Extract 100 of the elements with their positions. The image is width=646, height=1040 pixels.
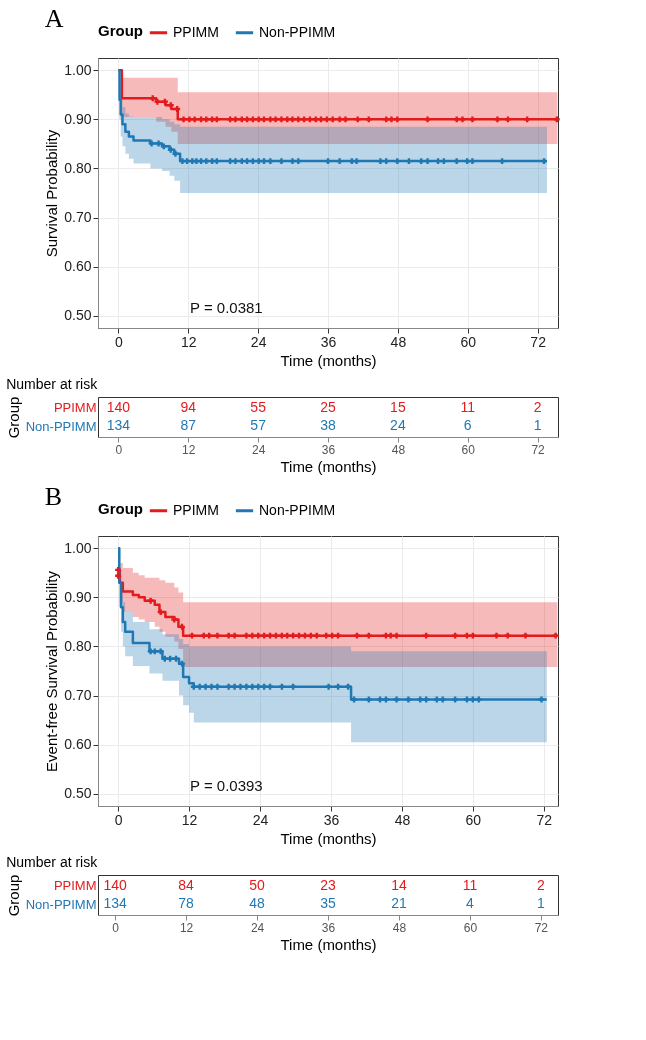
point <box>522 632 529 639</box>
point <box>290 632 297 639</box>
x-tick-label: 24 <box>250 333 267 350</box>
y-tick-label: 0.60 <box>64 258 92 275</box>
point <box>475 696 482 703</box>
data-label: 50 <box>249 876 266 893</box>
point <box>318 116 324 123</box>
point <box>237 683 244 690</box>
point <box>267 683 274 690</box>
point <box>552 632 559 639</box>
point <box>284 632 291 639</box>
data-label: 23 <box>320 876 336 893</box>
point <box>249 158 256 165</box>
point <box>342 116 349 123</box>
point <box>255 632 262 639</box>
point <box>227 116 234 123</box>
point <box>313 632 320 639</box>
x-tick-label: 24 <box>252 811 269 828</box>
y-tick-label: 0.90 <box>64 588 92 605</box>
point <box>463 632 470 639</box>
data-label: 48 <box>249 895 266 912</box>
data-label: 15 <box>390 398 406 415</box>
point <box>261 632 268 639</box>
data-label: 84 <box>178 876 195 893</box>
data-label: 11 <box>462 876 478 893</box>
point <box>377 158 384 165</box>
point <box>296 632 302 639</box>
point <box>329 632 336 639</box>
data-label: 140 <box>106 398 131 415</box>
point <box>267 116 274 123</box>
point <box>244 116 251 123</box>
x-tick-label: 60 <box>460 333 477 350</box>
point <box>452 696 459 703</box>
data-label: 4 <box>466 895 474 912</box>
y-tick-label: 1.00 <box>64 61 92 78</box>
x-tick-label: 72 <box>536 811 553 828</box>
point <box>203 116 210 123</box>
data-label: 78 <box>178 895 195 912</box>
data-label: 140 <box>103 876 128 893</box>
point <box>213 116 220 123</box>
data-label: 2 <box>533 398 542 415</box>
point <box>494 116 501 123</box>
legend-title: Group <box>98 500 143 517</box>
x-tick-label: 48 <box>390 333 407 350</box>
point <box>157 609 164 616</box>
point <box>504 632 511 639</box>
point <box>208 683 215 690</box>
point <box>278 116 285 123</box>
y-axis-title: Event-free Survival Probability <box>43 570 61 772</box>
point <box>394 158 401 165</box>
point <box>524 116 531 123</box>
point <box>417 696 424 703</box>
point <box>214 632 221 639</box>
data-label: 38 <box>320 417 336 434</box>
data-label: 21 <box>391 895 407 912</box>
point <box>173 655 179 662</box>
point <box>383 158 390 165</box>
point <box>336 158 343 165</box>
data-label: 6 <box>463 417 472 434</box>
data-label: 94 <box>180 398 197 415</box>
point <box>198 116 205 123</box>
point <box>213 158 220 165</box>
y-tick-label: PPIMM <box>53 878 97 894</box>
data-label: 57 <box>250 417 267 434</box>
point <box>351 696 357 703</box>
point <box>278 683 285 690</box>
point <box>172 150 179 157</box>
data-label: 35 <box>320 895 336 912</box>
point <box>469 632 476 639</box>
point <box>115 566 122 573</box>
point <box>295 116 302 123</box>
y-tick-label: Non-PPIMM <box>25 896 97 912</box>
point <box>289 158 296 165</box>
point <box>167 102 174 109</box>
data-label: 14 <box>391 876 407 893</box>
point <box>196 683 203 690</box>
annotation: P = 0.0381 <box>190 299 263 316</box>
data-label: 11 <box>460 398 476 415</box>
data-label: 24 <box>390 417 406 434</box>
point <box>289 116 296 123</box>
point <box>504 116 511 123</box>
point <box>405 158 412 165</box>
legend-label: PPIMM <box>173 23 219 40</box>
point <box>243 683 250 690</box>
x-tick-label: 24 <box>251 442 266 457</box>
x-tick-label: 0 <box>114 333 123 350</box>
point <box>424 158 431 165</box>
x-axis-title: Time (months) <box>280 829 377 847</box>
point <box>493 632 500 639</box>
point <box>365 632 372 639</box>
point <box>186 116 193 123</box>
point <box>394 116 401 123</box>
point <box>307 632 314 639</box>
point <box>115 572 122 579</box>
x-tick-label: 0 <box>114 811 123 828</box>
point <box>463 696 470 703</box>
point <box>179 158 186 165</box>
point <box>206 632 213 639</box>
y-axis-title: Group <box>4 874 22 917</box>
point <box>261 683 268 690</box>
